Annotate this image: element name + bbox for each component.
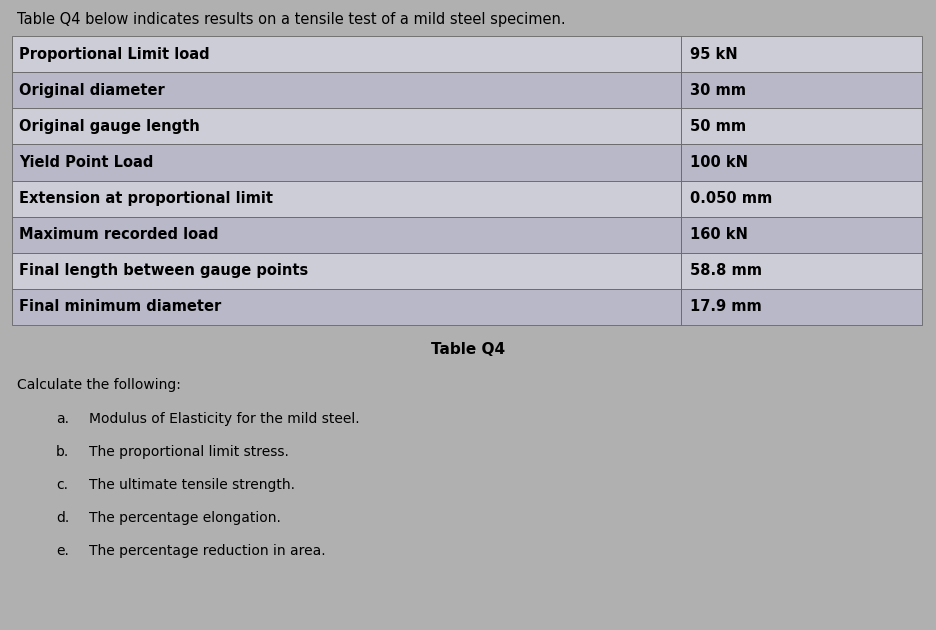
- Text: d.: d.: [56, 511, 69, 525]
- Text: 160 kN: 160 kN: [690, 227, 747, 242]
- Text: 100 kN: 100 kN: [690, 155, 748, 170]
- Text: Extension at proportional limit: Extension at proportional limit: [20, 191, 273, 206]
- Text: 58.8 mm: 58.8 mm: [690, 263, 761, 278]
- Text: The percentage reduction in area.: The percentage reduction in area.: [89, 544, 326, 558]
- Text: Yield Point Load: Yield Point Load: [20, 155, 154, 170]
- Text: Table Q4: Table Q4: [431, 342, 505, 357]
- Text: 95 kN: 95 kN: [690, 47, 737, 62]
- Text: b.: b.: [56, 445, 69, 459]
- Bar: [12, 144, 680, 181]
- Bar: [12, 253, 680, 289]
- Text: 30 mm: 30 mm: [690, 83, 745, 98]
- Text: Original gauge length: Original gauge length: [20, 119, 200, 134]
- Text: a.: a.: [56, 412, 69, 426]
- Bar: [12, 289, 680, 325]
- Text: Final length between gauge points: Final length between gauge points: [20, 263, 309, 278]
- Text: Proportional Limit load: Proportional Limit load: [20, 47, 210, 62]
- Text: Final minimum diameter: Final minimum diameter: [20, 299, 222, 314]
- Bar: [680, 217, 921, 253]
- Text: The proportional limit stress.: The proportional limit stress.: [89, 445, 288, 459]
- Text: Modulus of Elasticity for the mild steel.: Modulus of Elasticity for the mild steel…: [89, 412, 359, 426]
- Bar: [680, 181, 921, 217]
- Bar: [12, 72, 680, 108]
- Bar: [12, 181, 680, 217]
- Text: The percentage elongation.: The percentage elongation.: [89, 511, 281, 525]
- Text: e.: e.: [56, 544, 69, 558]
- Bar: [12, 217, 680, 253]
- Bar: [680, 108, 921, 144]
- Bar: [680, 253, 921, 289]
- Text: 17.9 mm: 17.9 mm: [690, 299, 761, 314]
- Text: Calculate the following:: Calculate the following:: [17, 378, 181, 392]
- Text: Maximum recorded load: Maximum recorded load: [20, 227, 219, 242]
- Bar: [12, 36, 680, 72]
- Text: The ultimate tensile strength.: The ultimate tensile strength.: [89, 478, 295, 492]
- Text: 50 mm: 50 mm: [690, 119, 746, 134]
- Text: 0.050 mm: 0.050 mm: [690, 191, 771, 206]
- Text: c.: c.: [56, 478, 68, 492]
- Text: Original diameter: Original diameter: [20, 83, 165, 98]
- Bar: [680, 36, 921, 72]
- Text: Table Q4 below indicates results on a tensile test of a mild steel specimen.: Table Q4 below indicates results on a te…: [17, 12, 565, 27]
- Bar: [680, 72, 921, 108]
- Bar: [12, 108, 680, 144]
- Bar: [680, 289, 921, 325]
- Bar: [680, 144, 921, 181]
